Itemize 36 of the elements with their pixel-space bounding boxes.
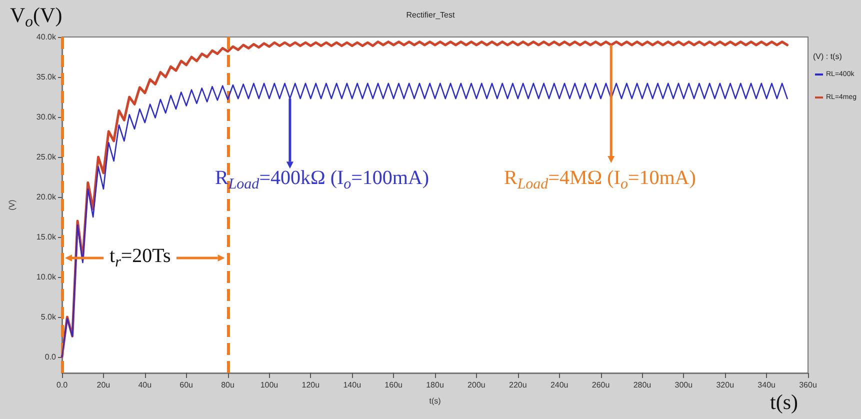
y-tick-label: 5.0k <box>40 312 57 322</box>
x-tick-label: 300u <box>674 380 693 390</box>
x-tick-label: 180u <box>426 380 444 390</box>
x-tick-label: 60u <box>180 380 194 390</box>
x-tick-label: 40u <box>138 380 152 390</box>
annotation: t$_{r}$=20Ts <box>110 244 171 270</box>
x-tick-label: 200u <box>468 380 486 390</box>
y-tick-label: 15.0k <box>36 232 57 242</box>
x-tick-label: 120u <box>302 380 320 390</box>
y-axis-title: (V) <box>8 199 16 210</box>
y-tick-label: 25.0k <box>36 152 57 162</box>
annotation: R$_{Load}$=4MΩ (I$_{o}$=10mA) <box>504 166 696 192</box>
x-tick-label: 360u <box>799 380 817 390</box>
y-tick-label: 0.0 <box>44 352 57 362</box>
y-tick-label: 10.0k <box>36 272 57 282</box>
x-tick-label: 320u <box>716 380 734 390</box>
x-tick-label: 100u <box>260 380 278 390</box>
x-tick-label: 340u <box>758 380 776 390</box>
legend-title: (V) : t(s) <box>813 52 842 61</box>
text: V$_{o}$(V) <box>10 3 62 31</box>
y-tick-label: 40.0k <box>36 32 57 42</box>
y-tick-label: 30.0k <box>36 112 57 122</box>
x-tick-label: 280u <box>633 380 652 390</box>
x-tick-label: 140u <box>343 380 362 390</box>
x-tick-label: 80u <box>221 380 234 390</box>
chart-title: Rectifier_Test <box>406 10 456 20</box>
text: t(s) <box>770 390 798 414</box>
x-tick-label: 240u <box>550 380 568 390</box>
x-tick-label: 160u <box>384 380 402 390</box>
y-tick-label: 20.0k <box>36 192 57 202</box>
x-axis-title: t(s) <box>429 396 442 406</box>
x-tick-label: 20u <box>96 380 110 390</box>
x-tick-label: 0.0 <box>56 380 68 390</box>
x-tick-label: 260u <box>592 380 610 390</box>
x-tick-label: 220u <box>508 380 527 390</box>
y-tick-label: 35.0k <box>36 72 57 82</box>
